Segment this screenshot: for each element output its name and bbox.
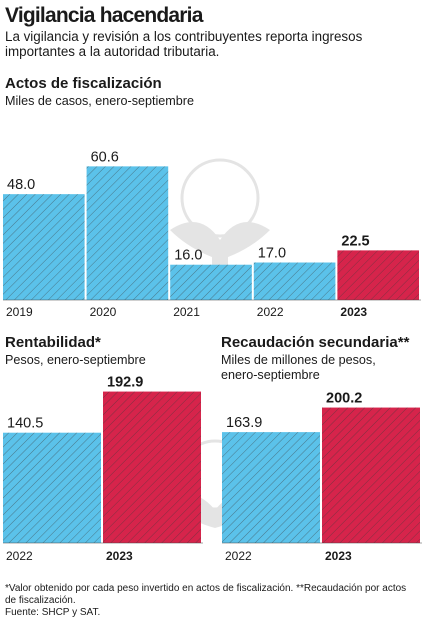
chart1-category-label-2020: 2020 (90, 305, 117, 319)
chart1-value-label-2021: 16.0 (174, 248, 202, 264)
chart1-title: Actos de fiscalización (5, 75, 162, 92)
footnote-source: Fuente: SHCP y SAT. (5, 607, 101, 618)
page-title: Vigilancia hacendaria (5, 4, 203, 27)
chart2-value-label-2023: 192.9 (107, 375, 143, 391)
chart3-value-label-2023: 200.2 (326, 391, 362, 407)
chart1-category-label-2021: 2021 (173, 305, 200, 319)
footnote-note: *Valor obtenido por cada peso invertido … (5, 583, 407, 606)
chart1-value-label-2019: 48.0 (7, 177, 35, 193)
chart1-bar-hatch-2019 (3, 194, 85, 300)
chart3-value-label-2022: 163.9 (226, 415, 262, 431)
chart2-category-label-2023: 2023 (106, 549, 133, 563)
chart2-bar-hatch-2022 (3, 432, 101, 543)
chart1-category-label-2022: 2022 (257, 305, 284, 319)
chart1-bar-hatch-2023 (337, 250, 419, 300)
chart1-value-label-2020: 60.6 (91, 149, 119, 165)
chart1-value-label-2023: 22.5 (341, 233, 369, 249)
chart1-category-label-2019: 2019 (6, 305, 33, 319)
chart1-category-label-2023: 2023 (340, 305, 367, 319)
chart3-bar-hatch-2022 (222, 432, 320, 543)
chart3-bar-hatch-2023 (322, 407, 420, 543)
chart1-bar-hatch-2022 (253, 262, 336, 300)
chart3-category-label-2022: 2022 (225, 549, 252, 563)
chart2-value-label-2022: 140.5 (7, 416, 43, 432)
footnote: *Valor obtenido por cada peso invertido … (5, 583, 419, 619)
chart3-subtitle: Miles de millones de pesos, enero-septie… (221, 353, 376, 382)
chart2-title: Rentabilidad* (5, 334, 101, 351)
chart1-bar-hatch-2021 (170, 264, 252, 300)
chart2-category-label-2022: 2022 (6, 549, 33, 563)
chart3-category-label-2023: 2023 (325, 549, 352, 563)
chart2-bar-hatch-2023 (103, 391, 201, 543)
page-subtitle: La vigilancia y revisión a los contribuy… (5, 29, 363, 59)
chart2-subtitle: Pesos, enero-septiembre (5, 353, 146, 367)
chart3-title: Recaudación secundaria** (221, 334, 410, 351)
chart1-value-label-2022: 17.0 (258, 246, 286, 262)
chart1-bar-hatch-2020 (86, 166, 169, 300)
chart1-subtitle: Miles de casos, enero-septiembre (5, 94, 194, 108)
